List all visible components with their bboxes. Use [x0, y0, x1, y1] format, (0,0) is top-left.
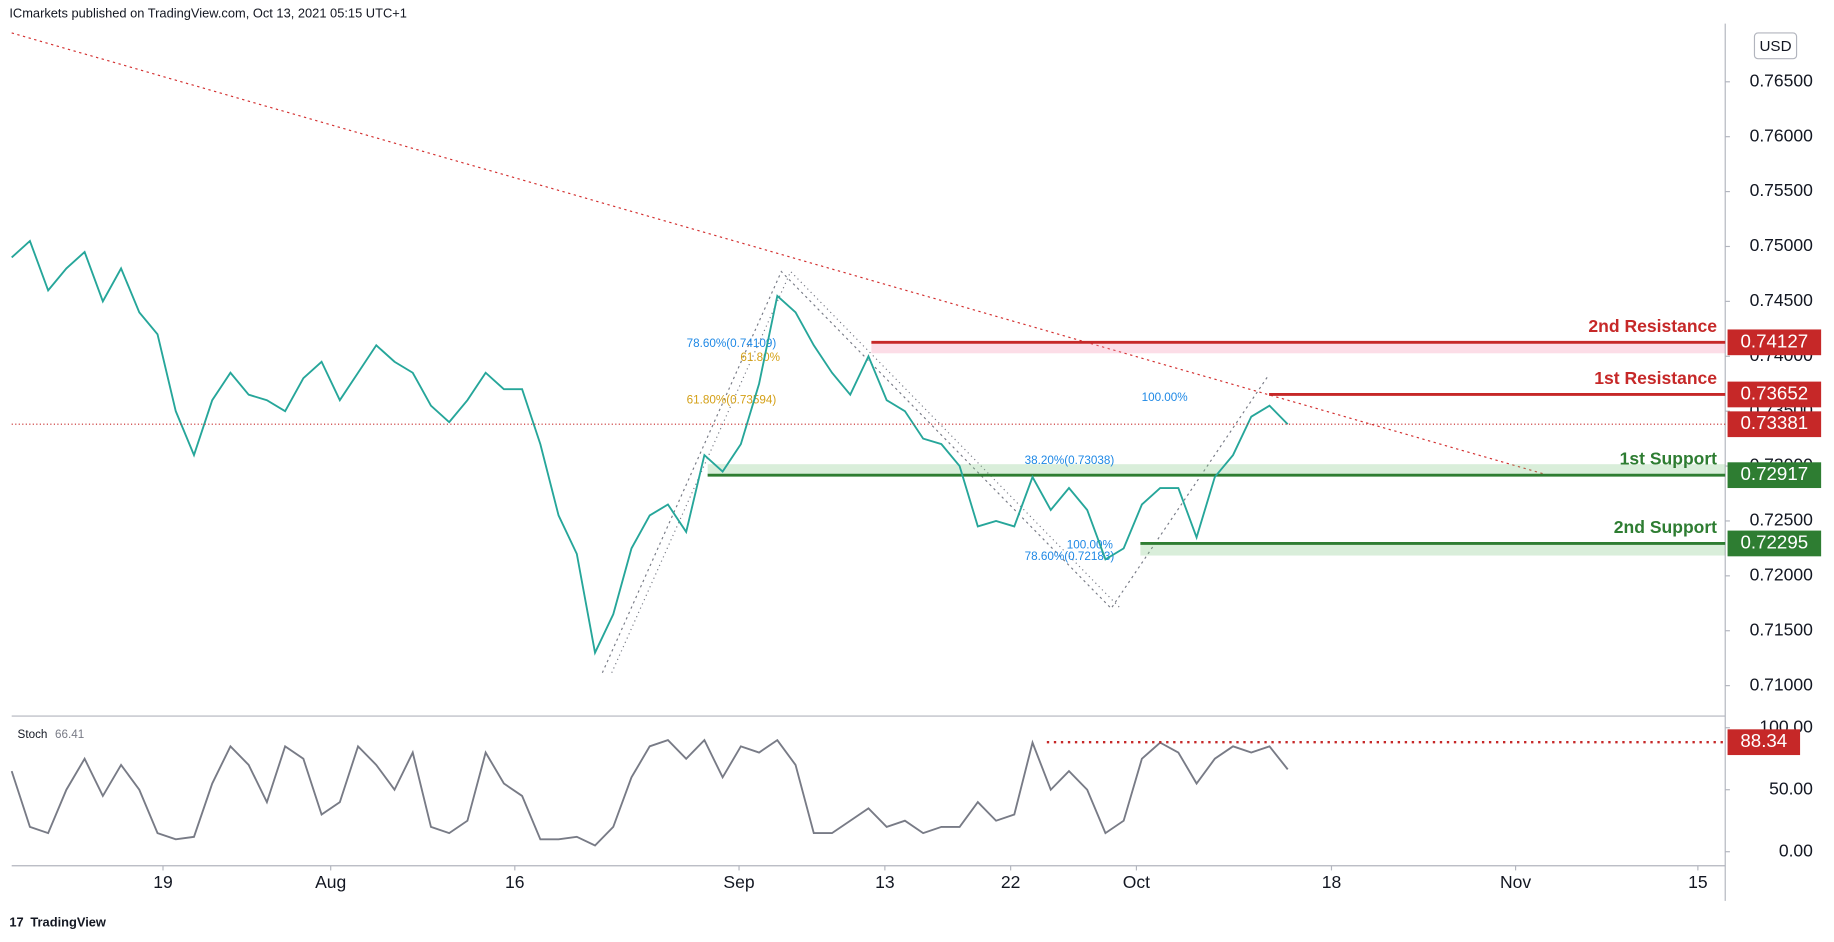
zone	[707, 464, 1726, 476]
trend-line	[11, 32, 1545, 475]
y-tick-label: 0.72500	[1750, 510, 1814, 530]
logo: TradingView	[30, 914, 107, 929]
current-price-label: 0.73381	[1741, 412, 1809, 433]
fib-label: 100.00%	[1142, 391, 1188, 404]
level-tag	[1727, 329, 1822, 356]
publisher: ICmarkets published on TradingView.com, …	[9, 6, 407, 21]
level-tag-label: 0.72295	[1741, 531, 1809, 552]
level-tag-label: 0.73652	[1741, 382, 1809, 403]
x-tick-label: Aug	[315, 872, 346, 892]
y-tick-label: 0.76000	[1750, 125, 1814, 145]
level-tag	[1727, 530, 1822, 557]
y-tick-label: 0.72000	[1750, 564, 1814, 584]
level-name: 1st Support	[1620, 449, 1718, 469]
x-tick-label: Sep	[723, 872, 754, 892]
level-tag	[1727, 381, 1822, 408]
x-tick-label: 15	[1688, 872, 1708, 892]
x-tick-label: 19	[153, 872, 173, 892]
fib-label: 78.60%(0.72183)	[1025, 550, 1115, 563]
y-tick-label: 0.71500	[1750, 619, 1814, 639]
y-tick-label: 0.75500	[1750, 180, 1814, 200]
stoch-level-label: 88.34	[1740, 730, 1787, 751]
level-tag-label: 0.74127	[1741, 330, 1809, 351]
x-tick-label: Nov	[1500, 872, 1531, 892]
fib-path	[611, 270, 1121, 674]
fib-label: 38.20%(0.73038)	[1025, 454, 1115, 467]
x-tick-label: 22	[1001, 872, 1021, 892]
level-name: 2nd Support	[1614, 517, 1717, 537]
stoch-line	[10, 738, 1289, 847]
y-tick-label: 0.75000	[1750, 235, 1814, 255]
currency-box	[1753, 32, 1798, 60]
stoch-readout: 66.41	[55, 728, 84, 741]
level-tag-label: 0.72917	[1741, 463, 1809, 484]
stoch-level-tag	[1727, 729, 1801, 756]
zone	[871, 342, 1726, 354]
y-tick-label: 0.74500	[1750, 290, 1814, 310]
fib-label: 78.60%(0.74109)	[687, 337, 777, 350]
y-tick-label: 0.71000	[1750, 674, 1814, 694]
level-tag	[1727, 462, 1822, 489]
current-price-tag	[1727, 411, 1822, 438]
fib-label: 61.80%	[740, 351, 780, 364]
x-tick-label: 18	[1322, 872, 1342, 892]
zone	[1140, 543, 1726, 556]
logo-icon: 17	[9, 914, 23, 929]
stoch-tick-label: 50.00	[1769, 778, 1813, 798]
price-line	[11, 239, 1289, 656]
level-name: 2nd Resistance	[1588, 316, 1717, 336]
y-tick-label: 0.76500	[1750, 70, 1814, 90]
stoch-tick-label: 0.00	[1779, 840, 1813, 860]
fib-label: 61.80%(0.73594)	[687, 393, 777, 406]
x-tick-label: Oct	[1123, 872, 1150, 892]
level-name: 1st Resistance	[1594, 368, 1717, 388]
currency: USD	[1759, 38, 1791, 55]
x-tick-label: 13	[875, 872, 895, 892]
stoch-label: Stoch	[18, 728, 48, 741]
x-tick-label: 16	[505, 872, 525, 892]
